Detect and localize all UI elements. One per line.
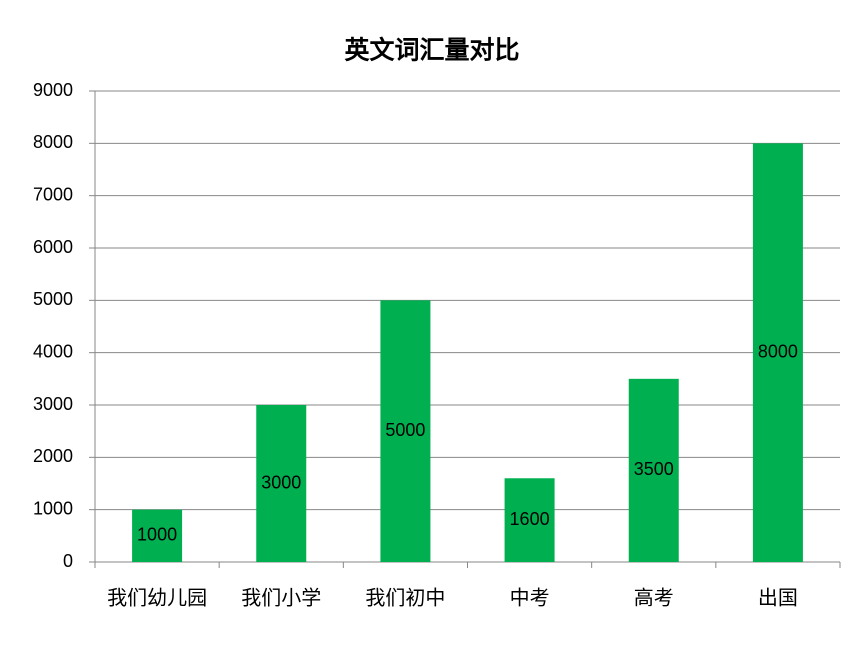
bar <box>132 509 183 562</box>
x-tick-label: 高考 <box>634 586 674 610</box>
x-tick-label: 出国 <box>758 586 798 610</box>
y-tick-label: 4000 <box>33 341 73 361</box>
x-tick-label: 我们幼儿园 <box>107 586 207 610</box>
value-label: 5000 <box>385 420 425 440</box>
bar <box>752 143 803 563</box>
y-tick-label: 6000 <box>33 237 73 257</box>
bar <box>380 300 431 562</box>
y-tick-label: 0 <box>63 551 73 571</box>
bar <box>504 478 555 562</box>
y-tick-label: 8000 <box>33 132 73 152</box>
x-tick-label: 我们小学 <box>241 586 321 610</box>
value-label: 3500 <box>634 459 674 479</box>
value-label: 8000 <box>758 341 798 361</box>
y-tick-label: 3000 <box>33 394 73 414</box>
bar <box>256 405 307 562</box>
x-tick-label: 中考 <box>510 586 550 610</box>
y-tick-label: 5000 <box>33 289 73 309</box>
bar <box>628 378 679 562</box>
y-tick-label: 1000 <box>33 498 73 518</box>
y-tick-label: 9000 <box>33 80 73 100</box>
y-tick-label: 7000 <box>33 184 73 204</box>
y-tick-label: 2000 <box>33 446 73 466</box>
value-label: 1000 <box>137 525 177 545</box>
x-tick-label: 我们初中 <box>365 586 445 610</box>
chart-title: 英文词汇量对比 <box>344 36 519 65</box>
value-label: 3000 <box>261 472 301 492</box>
value-label: 1600 <box>510 509 550 529</box>
